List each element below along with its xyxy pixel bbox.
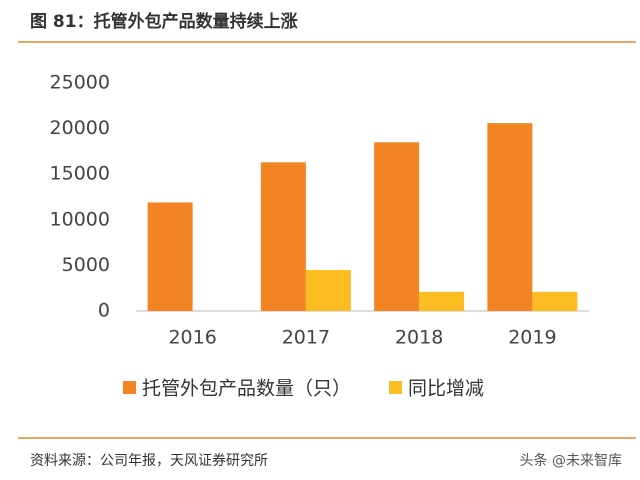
chart-title: 图 81：托管外包产品数量持续上涨: [30, 11, 298, 32]
legend-swatch: [389, 381, 403, 394]
x-tick-label: 2017: [282, 327, 330, 349]
bar: [147, 202, 193, 311]
bar: [260, 162, 306, 311]
y-tick-label: 15000: [50, 163, 110, 185]
x-tick-label: 2019: [508, 327, 556, 349]
bar: [419, 291, 465, 311]
x-tick-label: 2018: [395, 327, 443, 349]
x-tick-label: 2016: [168, 327, 216, 349]
y-tick-label: 5000: [62, 254, 110, 276]
bar: [305, 269, 351, 311]
y-tick-label: 20000: [50, 117, 110, 139]
legend-label: 同比增减: [408, 378, 484, 400]
source-note: 资料来源：公司年报，天风证券研究所: [30, 453, 268, 469]
y-tick-label: 25000: [50, 72, 110, 94]
legend-swatch: [123, 381, 136, 394]
bar: [532, 291, 578, 311]
legend-label: 托管外包产品数量（只）: [142, 378, 351, 400]
bar: [374, 142, 420, 311]
y-tick-label: 10000: [50, 208, 110, 230]
y-tick-label: 0: [98, 300, 110, 322]
bar: [487, 123, 533, 312]
watermark: 头条 @未来智库: [520, 452, 622, 469]
